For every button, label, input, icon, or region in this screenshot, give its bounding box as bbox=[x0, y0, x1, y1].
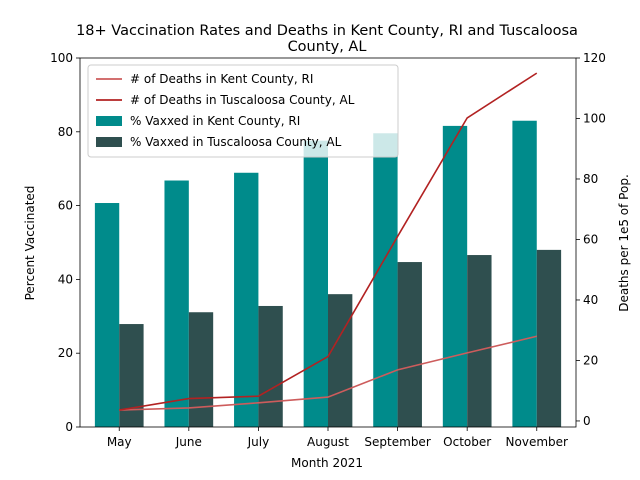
x-axis-label: Month 2021 bbox=[291, 456, 363, 470]
lines-layer bbox=[119, 72, 538, 411]
y-tick-label-80: 80 bbox=[58, 125, 73, 139]
chart-title-line-1: 18+ Vaccination Rates and Deaths in Kent… bbox=[76, 23, 578, 39]
x-tick-label-november: November bbox=[506, 435, 568, 449]
y-tick-label-60: 60 bbox=[58, 199, 73, 213]
axes-layer: 0 20 40 60 80 100 0 20 40 60 80 100 120 May June July Au… bbox=[50, 51, 606, 449]
legend-label-vaxxed-in-kent-county-ri: % Vaxxed in Kent County, RI bbox=[130, 114, 300, 128]
bar-vaxxed-in-kent-county-ri-august bbox=[303, 140, 328, 427]
legend-label-of-deaths-in-tuscaloosa-county-al: # of Deaths in Tuscaloosa County, AL bbox=[130, 93, 355, 107]
bar-vaxxed-in-tuscaloosa-county-al-may bbox=[119, 324, 144, 427]
x-tick-label-october: October bbox=[443, 435, 491, 449]
bars-layer bbox=[94, 120, 562, 428]
line-of-deaths-in-kent-county-ri bbox=[119, 335, 537, 411]
bar-vaxxed-in-kent-county-ri-june bbox=[164, 180, 189, 427]
y2-tick-label-60: 60 bbox=[583, 232, 598, 246]
y2-tick-label-20: 20 bbox=[583, 353, 598, 367]
bar-vaxxed-in-kent-county-ri-may bbox=[94, 203, 120, 427]
legend-label-vaxxed-in-tuscaloosa-county-al: % Vaxxed in Tuscaloosa County, AL bbox=[130, 135, 342, 149]
legend-swatch-vaxxed-in-kent-county-ri bbox=[96, 116, 122, 126]
chart-title-line-2: County, AL bbox=[288, 39, 367, 55]
legend-box bbox=[87, 64, 399, 158]
bar-vaxxed-in-tuscaloosa-county-al-october bbox=[467, 255, 492, 427]
x-tick-label-august: August bbox=[307, 435, 349, 449]
bar-vaxxed-in-kent-county-ri-october bbox=[442, 125, 468, 428]
bar-vaxxed-in-tuscaloosa-county-al-august bbox=[328, 294, 353, 427]
bar-vaxxed-in-tuscaloosa-county-al-june bbox=[188, 312, 214, 427]
y-tick-label-0: 0 bbox=[65, 420, 73, 434]
x-tick-label-july: July bbox=[247, 435, 270, 449]
y-tick-label-100: 100 bbox=[50, 51, 73, 65]
bar-vaxxed-in-tuscaloosa-county-al-july bbox=[258, 305, 283, 427]
bar-vaxxed-in-tuscaloosa-county-al-november bbox=[536, 249, 562, 427]
bar-vaxxed-in-tuscaloosa-county-al-september bbox=[397, 262, 422, 427]
y2-tick-label-80: 80 bbox=[583, 172, 598, 186]
y2-axis-label: Deaths per 1e5 of Pop. bbox=[617, 174, 631, 312]
y2-tick-label-0: 0 bbox=[583, 414, 591, 428]
legend-swatch-vaxxed-in-tuscaloosa-county-al bbox=[96, 137, 122, 147]
y-tick-label-40: 40 bbox=[58, 272, 73, 286]
x-tick-label-june: June bbox=[175, 435, 202, 449]
y-axis-label: Percent Vaccinated bbox=[23, 186, 37, 301]
line-of-deaths-in-tuscaloosa-county-al bbox=[119, 72, 538, 411]
y2-tick-label-100: 100 bbox=[583, 111, 606, 125]
bar-vaxxed-in-kent-county-ri-november bbox=[512, 120, 537, 427]
bar-vaxxed-in-kent-county-ri-september bbox=[373, 133, 398, 427]
y2-tick-label-40: 40 bbox=[583, 293, 598, 307]
x-tick-label-may: May bbox=[107, 435, 132, 449]
bar-vaxxed-in-kent-county-ri-july bbox=[234, 172, 259, 427]
legend: # of Deaths in Kent County, RI # of Death… bbox=[87, 64, 399, 158]
y-tick-label-20: 20 bbox=[58, 346, 73, 360]
x-tick-label-september: September bbox=[364, 435, 430, 449]
legend-label-of-deaths-in-kent-county-ri: # of Deaths in Kent County, RI bbox=[130, 72, 313, 86]
y2-tick-label-120: 120 bbox=[583, 51, 606, 65]
